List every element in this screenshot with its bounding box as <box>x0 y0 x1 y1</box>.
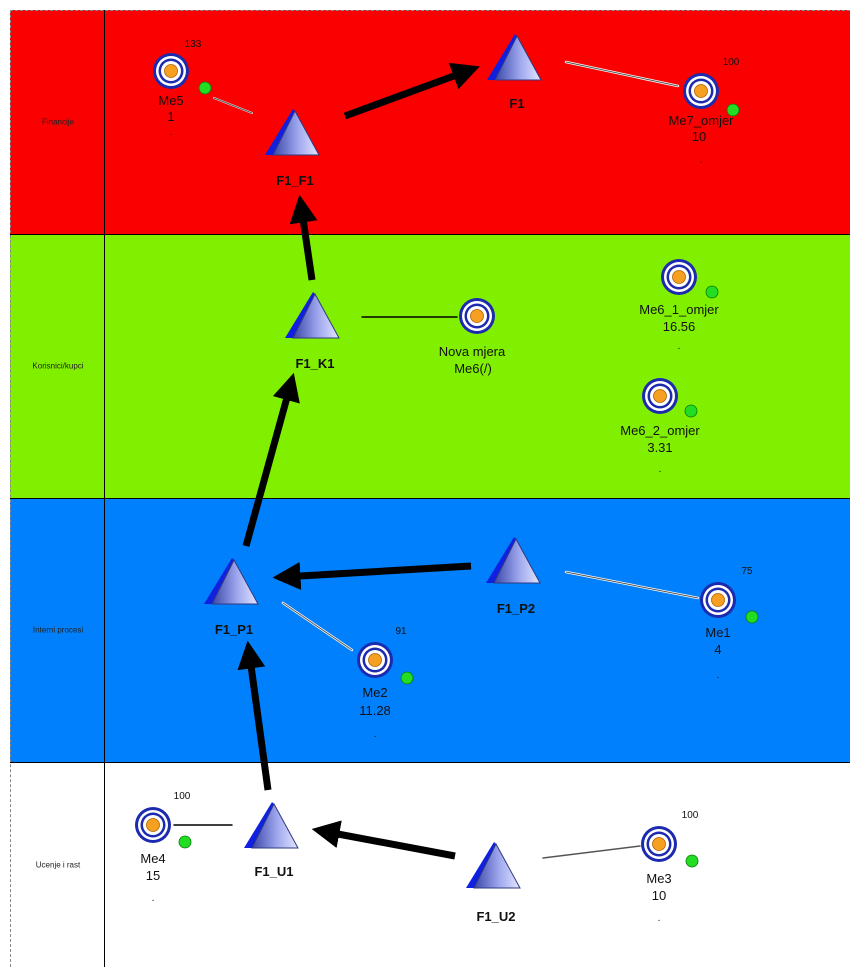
goal-label: F1_U1 <box>254 864 293 879</box>
measure-target-value: 91 <box>395 626 407 637</box>
measure-dot: . <box>717 670 720 681</box>
measure-name: Me3 <box>646 871 671 886</box>
goal-label: F1_K1 <box>295 356 334 371</box>
target-icon <box>356 641 394 679</box>
band-korisnici: Korisnici/kupci <box>10 234 850 498</box>
measure-target-value: 133 <box>185 39 202 50</box>
arrow-f1u2-to-f1u1 <box>311 820 456 860</box>
goal-f1-p1[interactable]: F1_P1 <box>203 557 259 637</box>
goal-f1-u2[interactable]: F1_U2 <box>465 841 521 924</box>
measure-name: Me2 <box>362 685 387 700</box>
measure-value: 3.31 <box>647 440 672 455</box>
label-column-divider <box>104 10 105 967</box>
band-financije: Financije <box>10 10 850 234</box>
measure-me4[interactable]: 100 Me4 15 . <box>134 791 192 904</box>
goal-label: F1_U2 <box>476 909 515 924</box>
measure-me1[interactable]: 75 Me1 4 . <box>699 566 759 681</box>
measure-target-value: 100 <box>174 791 191 802</box>
band-label-korisnici: Korisnici/kupci <box>32 361 84 371</box>
target-icon <box>660 258 698 296</box>
band-separator <box>10 498 850 499</box>
goal-label: F1_P2 <box>497 601 535 616</box>
measure-target-value: 100 <box>723 57 740 68</box>
goal-f1-k1[interactable]: F1_K1 <box>284 291 340 371</box>
status-ok-icon <box>178 835 192 849</box>
status-ok-icon <box>684 404 698 418</box>
goal-label: F1_F1 <box>276 173 314 188</box>
measure-value: Me6(/) <box>454 361 492 376</box>
target-icon <box>640 825 678 863</box>
measure-name: Me6_2_omjer <box>620 423 700 438</box>
measure-value: 10 <box>652 888 666 903</box>
band-separator <box>10 762 850 763</box>
goal-label: F1 <box>509 96 524 111</box>
measure-value: 10 <box>692 129 706 144</box>
measure-value: 16.56 <box>663 319 696 334</box>
goal-f1[interactable]: F1 <box>486 33 542 111</box>
frame-left-border <box>10 10 11 967</box>
band-label-interni-procesi: Interni procesi <box>32 625 84 635</box>
measure-target-value: 100 <box>682 810 699 821</box>
target-icon <box>134 806 172 844</box>
arrow-f1p2-to-f1p1 <box>272 562 472 590</box>
band-ucenje-i-rast: Ucenje i rast <box>10 762 850 967</box>
measure-me7-omjer[interactable]: 100 Me7_omjer 10 . <box>668 57 739 166</box>
measure-dot: . <box>700 155 703 166</box>
goal-f1-p2[interactable]: F1_P2 <box>485 536 541 616</box>
measure-value: 4 <box>714 642 721 657</box>
goal-f1-u1[interactable]: F1_U1 <box>243 801 299 879</box>
status-ok-icon <box>685 854 699 868</box>
measure-value: 11.28 <box>359 703 391 718</box>
band-interni-procesi: Interni procesi <box>10 498 850 762</box>
measure-name: Nova mjera <box>439 344 506 359</box>
goal-f1-f1[interactable]: F1_F1 <box>264 108 320 188</box>
measure-dot: . <box>374 729 377 740</box>
band-separator <box>10 234 850 235</box>
measure-value: 15 <box>146 868 160 883</box>
target-icon <box>152 52 190 90</box>
measure-value: 1 <box>167 109 174 124</box>
status-ok-icon <box>745 610 759 624</box>
connector-lines <box>173 60 700 859</box>
arrow-f1k1-to-f1f1 <box>289 194 318 281</box>
target-icon <box>641 377 679 415</box>
arrow-f1p1-to-f1k1 <box>242 372 300 547</box>
measure-dot: . <box>659 464 662 475</box>
arrow-f1f1-to-f1 <box>343 62 480 120</box>
measure-target-value: 75 <box>741 566 753 577</box>
measure-dot: . <box>152 893 155 904</box>
arrow-f1u1-to-f1p1 <box>237 640 272 791</box>
measure-name: Me6_1_omjer <box>639 302 719 317</box>
causal-arrows <box>237 62 480 860</box>
measure-dot: . <box>678 341 681 352</box>
target-icon <box>458 297 496 335</box>
status-ok-icon <box>400 671 414 685</box>
measure-name: Me5 <box>158 93 183 108</box>
measure-name: Me1 <box>705 625 730 640</box>
measure-me6-2-omjer[interactable]: Me6_2_omjer 3.31 . <box>620 377 700 475</box>
measure-me6-1-omjer[interactable]: Me6_1_omjer 16.56 . <box>639 258 719 352</box>
goal-label: F1_P1 <box>215 622 253 637</box>
measure-dot: . <box>170 127 173 138</box>
measure-name: Me7_omjer <box>668 113 734 128</box>
measure-me5[interactable]: 133 Me5 1 . <box>152 39 212 138</box>
status-ok-icon <box>705 285 719 299</box>
frame-top-border <box>10 10 850 11</box>
measure-name: Me4 <box>140 851 165 866</box>
band-label-ucenje-i-rast: Ucenje i rast <box>35 860 81 869</box>
status-ok-icon <box>198 81 212 95</box>
measure-nova-mjera[interactable]: Nova mjera Me6(/) <box>439 297 506 376</box>
measure-me3[interactable]: 100 Me3 10 . <box>640 810 699 924</box>
target-icon <box>699 581 737 619</box>
band-label-financije: Financije <box>41 117 74 127</box>
measure-dot: . <box>658 913 661 924</box>
measure-me2[interactable]: 91 Me2 11.28 . <box>356 626 414 740</box>
target-icon <box>682 72 720 110</box>
